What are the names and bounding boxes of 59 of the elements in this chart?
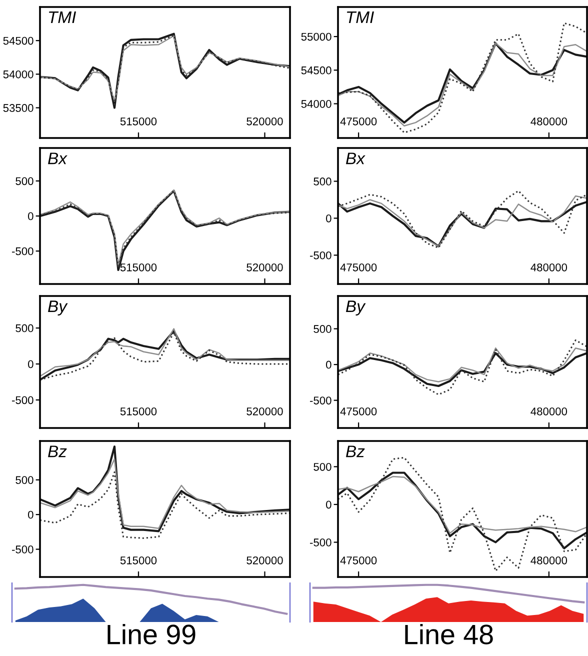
x-tick-label: 520000 xyxy=(246,263,283,272)
text: Line 99 xyxy=(108,624,196,644)
x-tick-label: 520000 xyxy=(246,556,283,564)
y-tick-label: 0 xyxy=(326,214,332,222)
x-tick-label: 475000 xyxy=(340,117,377,126)
x-tick-label: 520000 xyxy=(246,117,283,126)
y-tick-label: 0 xyxy=(326,360,332,369)
line-series xyxy=(40,446,290,532)
x-tick-label: 515000 xyxy=(120,407,157,416)
y-tick-label: 500 xyxy=(314,325,332,333)
y-tick-label: 54500 xyxy=(3,36,34,45)
y-tick-label: 0 xyxy=(326,500,332,509)
x-tick-label: 475000 xyxy=(340,263,377,272)
line-series xyxy=(338,22,587,134)
y-tick-label: 500 xyxy=(314,462,332,471)
chart-title: Bx xyxy=(346,152,366,164)
y-tick-label: 54000 xyxy=(3,70,34,78)
x-tick-label: 480000 xyxy=(530,407,568,416)
y-tick-label: -500 xyxy=(12,396,34,404)
line-series xyxy=(338,352,587,388)
y-tick-label: -500 xyxy=(310,251,332,260)
x-tick-label: 515000 xyxy=(120,263,157,272)
y-tick-label: -500 xyxy=(310,396,332,404)
y-tick-label: -500 xyxy=(12,546,34,554)
x-tick-label: 475000 xyxy=(340,556,377,564)
y-tick-label: 0 xyxy=(28,212,34,220)
y-tick-label: -500 xyxy=(310,538,332,546)
line-series xyxy=(338,472,587,550)
x-tick-label: 520000 xyxy=(246,407,283,416)
x-tick-label: 475000 xyxy=(340,407,377,416)
y-tick-label: 500 xyxy=(314,178,332,186)
chart-title: TMI xyxy=(346,12,374,24)
x-tick-label: 480000 xyxy=(530,556,568,564)
line-series xyxy=(338,347,587,382)
chart-title: Bz xyxy=(346,446,365,458)
x-tick-label: 515000 xyxy=(120,117,157,126)
x-tick-label: 480000 xyxy=(530,117,568,126)
line-series xyxy=(338,456,587,572)
y-tick-label: 500 xyxy=(16,324,34,332)
y-tick-label: 53500 xyxy=(3,104,34,112)
y-tick-label: -500 xyxy=(12,247,34,256)
chart-title: By xyxy=(346,300,366,316)
text: Line 48 xyxy=(405,624,493,644)
y-tick-label: 54000 xyxy=(301,100,332,108)
y-tick-label: 54500 xyxy=(301,66,332,74)
chart-title: TMI xyxy=(48,12,76,24)
line-series xyxy=(338,339,587,396)
y-tick-label: 500 xyxy=(16,476,34,484)
line-series xyxy=(338,476,587,534)
y-tick-label: 0 xyxy=(28,360,34,368)
x-tick-label: 515000 xyxy=(120,556,157,564)
x-tick-label: 480000 xyxy=(530,263,568,272)
line-series xyxy=(40,458,290,530)
y-tick-label: 55000 xyxy=(301,32,332,41)
y-tick-label: 0 xyxy=(28,510,34,519)
y-tick-label: 500 xyxy=(16,177,34,186)
chart-title: Bx xyxy=(48,152,68,164)
chart-title: By xyxy=(48,300,68,316)
chart-title: Bz xyxy=(48,446,67,458)
